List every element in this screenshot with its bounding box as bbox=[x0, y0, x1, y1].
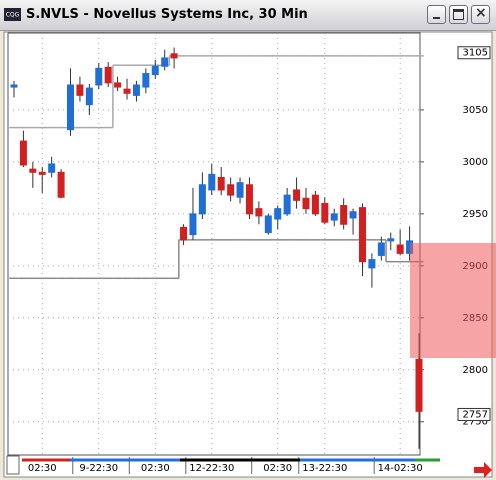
candle-body bbox=[358, 207, 366, 263]
close-button[interactable]: × bbox=[471, 5, 490, 24]
svg-text:CQG: CQG bbox=[6, 12, 20, 19]
x-tick-label: 02:30 bbox=[141, 463, 170, 474]
candle-body bbox=[48, 163, 56, 173]
candle-body bbox=[123, 88, 131, 94]
candle-body bbox=[274, 208, 282, 220]
candle-body bbox=[29, 168, 37, 173]
candle-body bbox=[104, 66, 112, 84]
candle-body bbox=[180, 226, 188, 241]
candle-body bbox=[161, 57, 169, 67]
chart: 275028002850290029503000305002:309-22:30… bbox=[3, 31, 496, 478]
maximize-button[interactable] bbox=[449, 5, 468, 24]
candle-body bbox=[387, 238, 395, 242]
candle-body bbox=[38, 171, 46, 175]
candle-body bbox=[236, 182, 244, 198]
plot-area bbox=[7, 32, 421, 456]
scroll-box[interactable] bbox=[6, 455, 20, 475]
candle-body bbox=[349, 211, 357, 219]
x-tick-label: 02:30 bbox=[28, 463, 57, 474]
y-tick-label: 2750 bbox=[463, 417, 488, 428]
candle-body bbox=[311, 194, 319, 215]
candle-body bbox=[377, 242, 385, 256]
candle-body bbox=[85, 87, 93, 106]
candle-body bbox=[330, 213, 338, 221]
candle-body bbox=[302, 197, 310, 210]
candle-body bbox=[114, 82, 122, 88]
candle-body bbox=[415, 358, 423, 412]
candle-body bbox=[132, 84, 140, 96]
candle-body bbox=[245, 184, 253, 215]
y-tick-label: 2950 bbox=[463, 209, 488, 220]
candle-body bbox=[67, 84, 75, 131]
price-label-box bbox=[457, 46, 491, 60]
price-label: 2757 bbox=[463, 409, 488, 420]
minimize-button[interactable] bbox=[427, 5, 446, 24]
candle-body bbox=[208, 173, 216, 191]
y-tick-label: 2800 bbox=[463, 365, 488, 376]
highlight-zone bbox=[410, 243, 496, 358]
candle-body bbox=[283, 194, 291, 215]
candle-body bbox=[198, 184, 206, 215]
candle-body bbox=[321, 202, 329, 223]
candle-body bbox=[217, 176, 225, 191]
candle-body bbox=[396, 244, 404, 254]
x-tick-label: 02:30 bbox=[263, 463, 292, 474]
x-tick-label: 9-22:30 bbox=[79, 463, 118, 474]
price-label-box bbox=[457, 407, 491, 421]
candle-body bbox=[264, 215, 272, 234]
candle-body bbox=[10, 84, 18, 88]
candle-body bbox=[255, 208, 263, 217]
candle-body bbox=[151, 65, 159, 76]
candle-body bbox=[227, 184, 235, 196]
candle-body bbox=[95, 67, 103, 86]
scroll-arrow[interactable] bbox=[474, 462, 492, 478]
y-tick-label: 3050 bbox=[463, 105, 488, 116]
candle-body bbox=[293, 189, 301, 201]
x-tick-label: 14-02:30 bbox=[378, 463, 423, 474]
candle-body bbox=[19, 140, 27, 166]
candle-body bbox=[76, 84, 84, 96]
candle-body bbox=[368, 259, 376, 269]
candle-body bbox=[57, 171, 65, 198]
candle-body bbox=[340, 205, 348, 225]
title-bar: CQG S.NVLS - Novellus Systems Inc, 30 Mi… bbox=[0, 0, 496, 31]
candle-body bbox=[142, 73, 150, 88]
y-tick-label: 3000 bbox=[463, 157, 488, 168]
candle-body bbox=[189, 213, 197, 236]
window-title: S.NVLS - Novellus Systems Inc, 30 Min bbox=[26, 7, 308, 22]
price-label: 3105 bbox=[463, 48, 488, 59]
candle-body bbox=[170, 53, 178, 59]
app-icon: CQG bbox=[4, 8, 21, 21]
x-tick-label: 12-22:30 bbox=[189, 463, 234, 474]
x-tick-label: 13-22:30 bbox=[302, 463, 347, 474]
